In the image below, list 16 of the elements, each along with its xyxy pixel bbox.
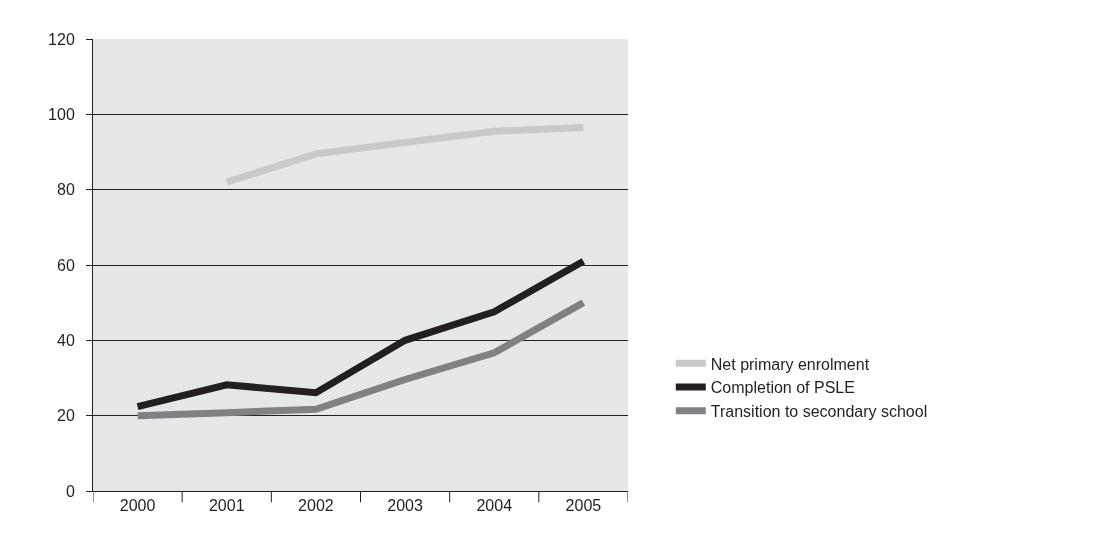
x-tick-label: 2005 [565, 497, 602, 515]
y-tick-label: 80 [57, 181, 75, 199]
legend-label: Completion of PSLE [710, 379, 855, 397]
y-tick-label: 0 [65, 482, 75, 500]
y-tick-label: 120 [48, 30, 75, 48]
x-tick-label: 2000 [119, 497, 156, 515]
y-tick-label: 20 [57, 407, 75, 425]
x-tick-label: 2003 [387, 497, 423, 515]
y-tick-label: 40 [57, 331, 75, 349]
x-tick-label: 2004 [476, 497, 513, 515]
y-tick-label: 60 [57, 256, 75, 274]
legend-label: Net primary enrolment [710, 355, 870, 373]
y-tick-label: 100 [48, 105, 75, 123]
x-tick-label: 2001 [208, 497, 245, 515]
x-tick-label: 2002 [298, 497, 334, 515]
legend-label: Transition to secondary school [710, 403, 928, 421]
